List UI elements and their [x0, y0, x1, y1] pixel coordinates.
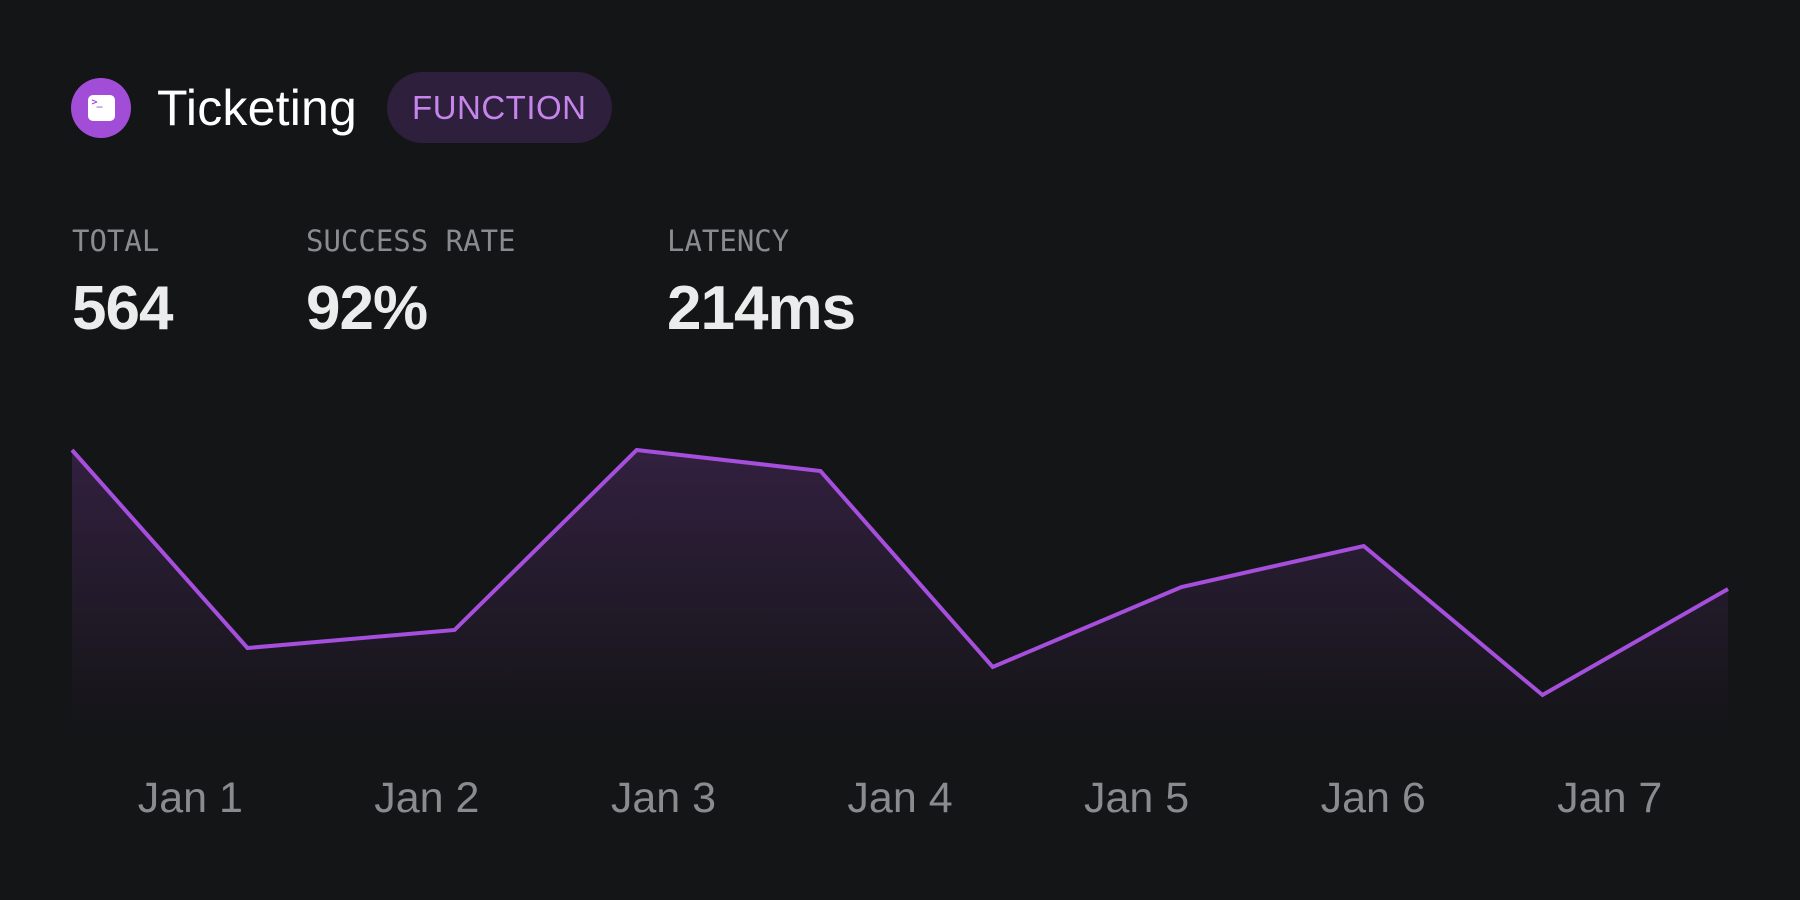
x-axis-label: Jan 5: [1084, 774, 1190, 822]
x-axis: Jan 1 Jan 2 Jan 3 Jan 4 Jan 5 Jan 6 Jan …: [72, 772, 1728, 824]
stat-value: 92%: [306, 274, 428, 343]
stat-label: LATENCY: [667, 224, 790, 258]
header: >_ Ticketing FUNCTION: [71, 72, 612, 143]
x-axis-label: Jan 6: [1320, 774, 1426, 822]
chart-line: [70, 447, 1729, 698]
stat-total: TOTAL 564: [72, 224, 173, 343]
stat-value: 564: [72, 274, 173, 343]
page-title: Ticketing: [157, 79, 358, 136]
x-axis-label: Jan 4: [847, 774, 953, 822]
stat-label: TOTAL: [72, 224, 160, 258]
x-axis-label: Jan 1: [137, 774, 243, 822]
type-badge: FUNCTION: [387, 72, 612, 143]
x-axis-label: Jan 7: [1557, 774, 1663, 822]
chart-area-fill: [72, 450, 1728, 730]
terminal-icon: >_: [71, 77, 131, 138]
stat-label: SUCCESS RATE: [306, 224, 516, 258]
x-axis-label: Jan 2: [374, 774, 480, 822]
stat-value: 214ms: [667, 274, 856, 343]
stat-success-rate: SUCCESS RATE 92%: [306, 224, 516, 342]
stat-latency: LATENCY 214ms: [667, 224, 856, 343]
x-axis-label: Jan 3: [610, 774, 717, 822]
